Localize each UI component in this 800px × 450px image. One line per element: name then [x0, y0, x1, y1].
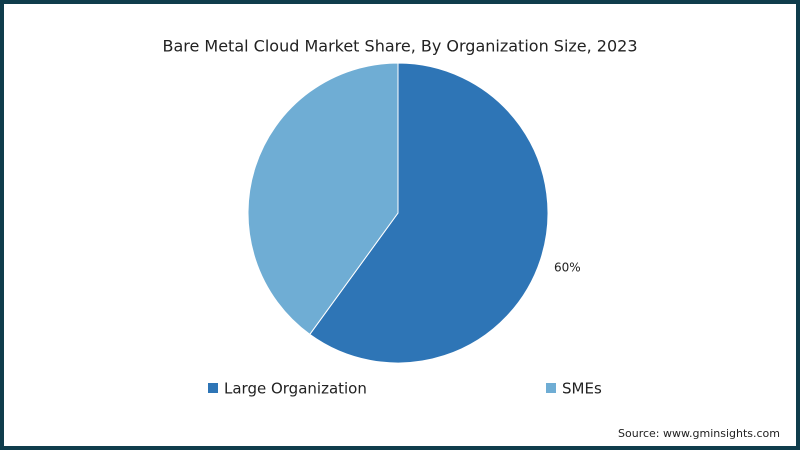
legend-label: Large Organization — [224, 380, 367, 398]
legend-swatch — [546, 383, 556, 393]
source: Source: www.gminsights.com — [618, 427, 780, 440]
pie-slice — [309, 62, 549, 364]
legend-label: SMEs — [562, 380, 602, 398]
chart-title: Bare Metal Cloud Market Share, By Organi… — [162, 37, 637, 56]
data-label: 60% — [554, 261, 581, 275]
legend-swatch — [208, 383, 218, 393]
pie-slice — [247, 62, 399, 336]
